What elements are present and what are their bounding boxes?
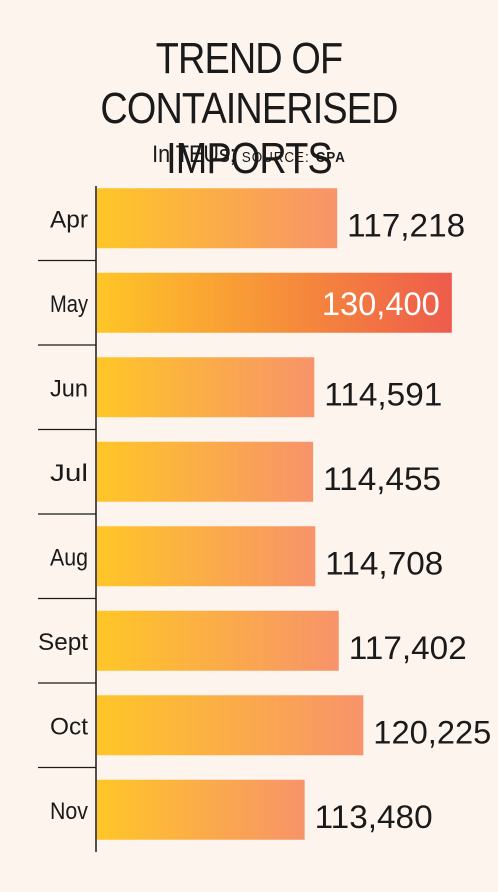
bar-nov — [97, 779, 305, 840]
value-label-sept: 117,402 — [349, 630, 467, 666]
category-label-sept: Sept — [38, 629, 88, 656]
bar-jun — [97, 357, 315, 418]
category-label-jul: Jul — [50, 460, 88, 487]
source-name: CPA — [315, 149, 346, 166]
bar-sept — [97, 610, 339, 671]
bar-aug — [97, 526, 316, 587]
chart-subtitle: In TEUs; SOURCE: CPA — [25, 140, 473, 173]
bar-apr — [97, 188, 338, 249]
category-label-aug: Aug — [50, 544, 88, 571]
value-label-may: 130,400 — [322, 286, 440, 322]
value-label-jul: 114,455 — [323, 461, 441, 497]
value-label-oct: 120,225 — [373, 714, 491, 750]
value-label-apr: 117,218 — [347, 207, 465, 243]
bar-jul — [97, 441, 314, 502]
category-label-nov: Nov — [50, 798, 88, 825]
value-label-aug: 114,708 — [325, 545, 443, 581]
chart-title: TREND OF CONTAINERISED IMPORTS — [100, 34, 398, 183]
value-label-jun: 114,591 — [324, 376, 442, 412]
category-label-jun: Jun — [50, 375, 88, 402]
bar-oct — [97, 695, 364, 756]
value-label-nov: 113,480 — [315, 799, 433, 835]
unit-label: In TEUs; — [152, 141, 236, 168]
category-label-oct: Oct — [50, 713, 88, 740]
category-label-apr: Apr — [50, 206, 88, 233]
category-label-may: May — [50, 291, 88, 318]
source-label: SOURCE: — [241, 149, 310, 166]
bar-may — [97, 272, 452, 333]
